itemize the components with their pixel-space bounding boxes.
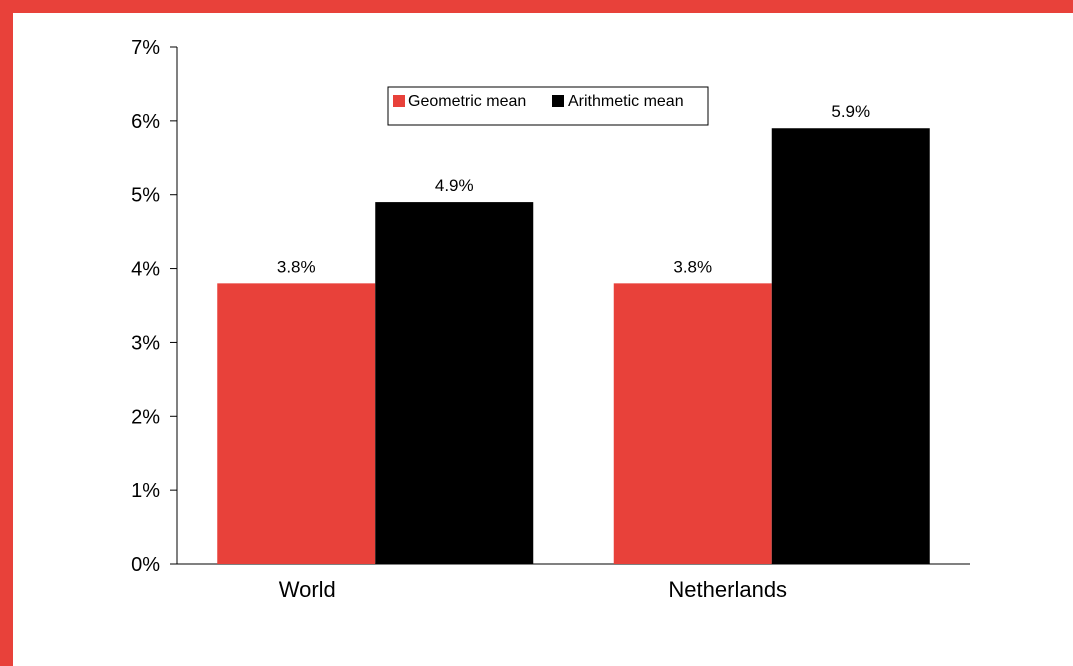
x-category-label-netherlands: Netherlands bbox=[668, 577, 787, 602]
y-tick-label: 4% bbox=[131, 259, 160, 281]
frame-left-border bbox=[0, 0, 13, 666]
y-tick-label: 7% bbox=[131, 37, 160, 59]
data-label: 3.8% bbox=[673, 257, 712, 276]
data-label: 4.9% bbox=[435, 176, 474, 195]
legend-swatch-geometric-mean bbox=[393, 95, 405, 107]
y-tick-label: 0% bbox=[131, 554, 160, 576]
y-tick-label: 6% bbox=[131, 111, 160, 133]
y-tick-label: 3% bbox=[131, 332, 160, 354]
x-category-label-world: World bbox=[279, 577, 336, 602]
bar-geometric-mean-world bbox=[217, 283, 376, 564]
bar-geometric-mean-netherlands bbox=[613, 283, 772, 564]
data-labels: 3.8% 4.9% 3.8% 5.9% bbox=[277, 102, 870, 276]
bar-arithmetic-mean-world bbox=[375, 202, 534, 564]
y-tick-label: 2% bbox=[131, 406, 160, 428]
legend: Geometric mean Arithmetic mean bbox=[387, 86, 709, 126]
bar-arithmetic-mean-netherlands bbox=[771, 128, 930, 564]
y-tick-label: 1% bbox=[131, 480, 160, 502]
data-label: 3.8% bbox=[277, 257, 316, 276]
bars bbox=[217, 128, 930, 564]
y-tick-label: 5% bbox=[131, 185, 160, 207]
legend-label-arithmetic-mean: Arithmetic mean bbox=[568, 93, 684, 110]
legend-box bbox=[387, 86, 709, 126]
legend-label-geometric-mean: Geometric mean bbox=[408, 93, 526, 110]
legend-swatch-arithmetic-mean bbox=[552, 95, 564, 107]
data-label: 5.9% bbox=[831, 102, 870, 121]
frame-top-border bbox=[0, 0, 1073, 13]
